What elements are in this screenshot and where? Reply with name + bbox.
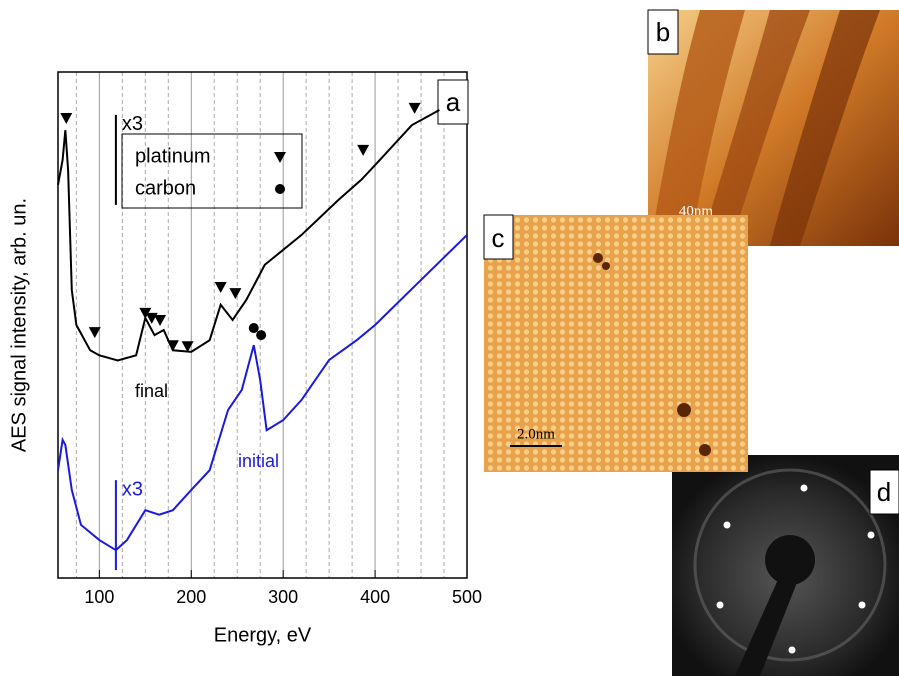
triangle-marker (166, 340, 179, 352)
legend-label: platinum (135, 145, 211, 167)
triangle-marker (88, 327, 101, 339)
scale-label: x3 (122, 478, 143, 500)
triangle-marker (60, 113, 73, 125)
triangle-marker (181, 341, 194, 353)
plot-frame (57, 71, 468, 579)
panel-label: d (877, 477, 891, 507)
series-label: final (135, 381, 168, 401)
spectrum-line (57, 109, 440, 362)
triangle-marker (229, 288, 242, 300)
panel-label: b (656, 17, 670, 47)
triangle-marker (139, 307, 152, 319)
triangle-marker (408, 102, 421, 114)
panel-b: b 40nm (647, 9, 899, 246)
triangle-marker (274, 152, 286, 163)
x-tick-label: 300 (268, 587, 298, 607)
circle-marker (275, 184, 285, 194)
legend-box (121, 133, 303, 209)
panel-c: c 2.0nm (483, 214, 748, 472)
spectrum-line (57, 234, 468, 552)
x-tick-label: 400 (360, 587, 390, 607)
panel-label: a (446, 87, 461, 117)
panel-label: c (492, 223, 505, 253)
y-axis-label: AES signal intensity, arb. un. (8, 198, 30, 452)
legend-label: carbon (135, 177, 196, 199)
x-tick-label: 200 (176, 587, 206, 607)
chart: 100 200 300 400 500 Energy, eV AES signal inte… (8, 71, 482, 646)
panel-d: d (672, 455, 899, 676)
scale-label: x3 (122, 113, 143, 135)
x-axis-label: Energy, eV (214, 624, 312, 646)
triangle-marker (154, 314, 167, 326)
circle-marker (248, 323, 259, 334)
triangle-marker (357, 144, 370, 156)
circle-marker (256, 330, 267, 341)
panel-label-box (437, 79, 469, 125)
series-label: initial (238, 451, 279, 471)
x-tick-label: 500 (452, 587, 482, 607)
x-tick-label: 100 (84, 587, 114, 607)
scale-bar-label: 2.0nm (517, 426, 555, 442)
triangle-marker (214, 282, 227, 294)
